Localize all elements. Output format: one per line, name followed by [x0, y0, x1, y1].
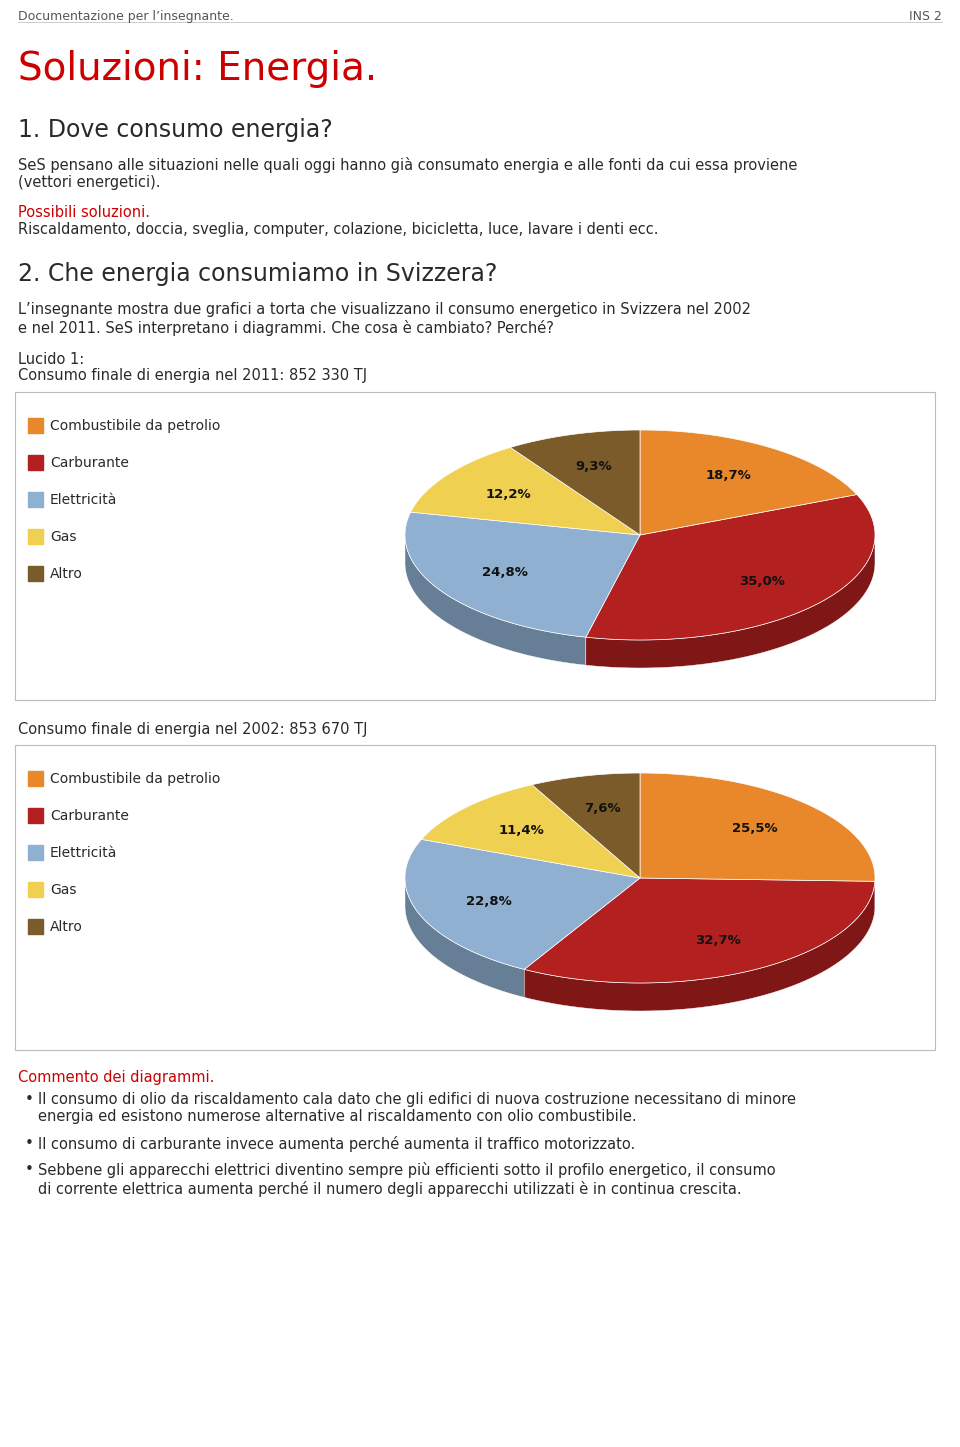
Polygon shape: [524, 881, 875, 1011]
Text: Il consumo di carburante invece aumenta perché aumenta il traffico motorizzato.: Il consumo di carburante invece aumenta …: [38, 1136, 636, 1152]
Text: Consumo finale di energia nel 2011: 852 330 TJ: Consumo finale di energia nel 2011: 852 …: [18, 368, 367, 383]
Polygon shape: [586, 537, 875, 669]
Text: Altro: Altro: [50, 567, 83, 582]
Polygon shape: [586, 495, 875, 640]
Text: Possibili soluzioni.: Possibili soluzioni.: [18, 205, 150, 220]
Text: Commento dei diagrammi.: Commento dei diagrammi.: [18, 1069, 214, 1085]
Bar: [28, 492, 43, 506]
Polygon shape: [532, 773, 640, 878]
Text: 22,8%: 22,8%: [467, 896, 513, 909]
Text: Consumo finale di energia nel 2002: 853 670 TJ: Consumo finale di energia nel 2002: 853 …: [18, 722, 368, 737]
Text: Combustibile da petrolio: Combustibile da petrolio: [50, 773, 221, 786]
Bar: [28, 566, 43, 582]
Text: Il consumo di olio da riscaldamento cala dato che gli edifici di nuova costruzio: Il consumo di olio da riscaldamento cala…: [38, 1092, 796, 1124]
Text: Soluzioni: Energia.: Soluzioni: Energia.: [18, 51, 377, 88]
Text: 1. Dove consumo energia?: 1. Dove consumo energia?: [18, 119, 333, 142]
Text: INS 2: INS 2: [909, 10, 942, 23]
Text: •: •: [25, 1162, 34, 1176]
Text: 24,8%: 24,8%: [482, 566, 527, 579]
Bar: [28, 845, 43, 860]
Text: Documentazione per l’insegnante.: Documentazione per l’insegnante.: [18, 10, 233, 23]
Text: Sebbene gli apparecchi elettrici diventino sempre più efficienti sotto il profil: Sebbene gli apparecchi elettrici diventi…: [38, 1162, 776, 1197]
Polygon shape: [405, 534, 586, 666]
Polygon shape: [640, 430, 857, 535]
Bar: [15, 745, 935, 1051]
Bar: [28, 807, 43, 823]
Polygon shape: [511, 430, 640, 535]
Bar: [28, 883, 43, 897]
Text: 35,0%: 35,0%: [739, 574, 784, 587]
Polygon shape: [411, 447, 640, 535]
Text: Altro: Altro: [50, 920, 83, 933]
Text: •: •: [25, 1136, 34, 1150]
Text: Elettricità: Elettricità: [50, 493, 117, 506]
Polygon shape: [405, 839, 640, 969]
Polygon shape: [640, 773, 875, 881]
Text: Combustibile da petrolio: Combustibile da petrolio: [50, 420, 221, 433]
Bar: [28, 919, 43, 933]
Polygon shape: [421, 784, 640, 878]
Text: SeS pensano alle situazioni nelle quali oggi hanno già consumato energia e alle : SeS pensano alle situazioni nelle quali …: [18, 158, 798, 191]
Text: 9,3%: 9,3%: [576, 460, 612, 473]
Text: Carburante: Carburante: [50, 456, 129, 470]
Text: 32,7%: 32,7%: [695, 933, 741, 946]
Text: 12,2%: 12,2%: [486, 488, 531, 501]
Bar: [28, 530, 43, 544]
Polygon shape: [405, 880, 524, 997]
Text: Lucido 1:: Lucido 1:: [18, 352, 84, 368]
Bar: [28, 771, 43, 786]
Polygon shape: [524, 878, 875, 983]
Text: 18,7%: 18,7%: [706, 469, 752, 482]
Text: 7,6%: 7,6%: [584, 802, 620, 815]
Bar: [28, 454, 43, 470]
Text: 25,5%: 25,5%: [732, 822, 778, 835]
Text: Elettricità: Elettricità: [50, 846, 117, 860]
Text: 11,4%: 11,4%: [498, 823, 544, 836]
Text: Riscaldamento, doccia, sveglia, computer, colazione, bicicletta, luce, lavare i : Riscaldamento, doccia, sveglia, computer…: [18, 221, 659, 237]
Text: Carburante: Carburante: [50, 809, 129, 823]
Text: Gas: Gas: [50, 883, 77, 897]
Text: •: •: [25, 1092, 34, 1107]
Bar: [15, 392, 935, 700]
Text: Gas: Gas: [50, 530, 77, 544]
Polygon shape: [405, 512, 640, 637]
Text: 2. Che energia consumiamo in Svizzera?: 2. Che energia consumiamo in Svizzera?: [18, 262, 497, 287]
Bar: [28, 418, 43, 433]
Text: L’insegnante mostra due grafici a torta che visualizzano il consumo energetico i: L’insegnante mostra due grafici a torta …: [18, 302, 751, 336]
